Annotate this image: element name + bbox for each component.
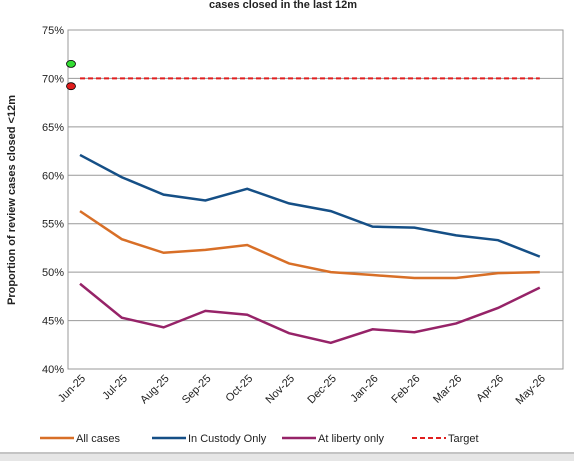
y-tick-label: 40% [42, 364, 64, 376]
legend-label: Target [448, 433, 479, 445]
x-tick-label: Feb-26 [389, 373, 422, 406]
x-tick-label: Jun-25 [56, 373, 88, 405]
marker [66, 60, 76, 68]
x-tick-label: Sep-25 [180, 373, 214, 407]
x-tick-label: Jul-25 [100, 373, 130, 403]
x-tick-label: Apr-26 [474, 373, 506, 405]
x-tick-label: Jan-26 [348, 373, 380, 405]
x-tick-label: Aug-25 [138, 373, 172, 407]
series-line [79, 210, 540, 280]
chart-title: cases closed in the last 12m [209, 0, 357, 11]
legend-label: All cases [76, 433, 121, 445]
y-tick-label: 75% [42, 25, 64, 37]
legend-label: In Custody Only [188, 433, 267, 445]
x-tick-label: Dec-25 [305, 373, 339, 407]
x-tick-label: Nov-25 [264, 373, 298, 407]
x-tick-label: Mar-26 [431, 373, 464, 406]
y-tick-label: 60% [42, 170, 64, 182]
y-tick-label: 70% [42, 73, 64, 85]
y-axis-label: Proportion of review cases closed <12m [6, 95, 18, 305]
plot-border [67, 29, 564, 370]
marker [66, 82, 76, 91]
legend-label: At liberty only [318, 433, 385, 445]
y-tick-label: 65% [42, 122, 64, 134]
x-tick-label: Oct-25 [223, 373, 255, 405]
x-tick-label: May-26 [513, 373, 547, 407]
footer-band [0, 454, 574, 461]
y-tick-label: 50% [42, 267, 64, 279]
y-tick-label: 45% [42, 316, 64, 328]
series-line [79, 153, 541, 258]
series-line [79, 282, 541, 345]
y-tick-label: 55% [42, 219, 64, 231]
